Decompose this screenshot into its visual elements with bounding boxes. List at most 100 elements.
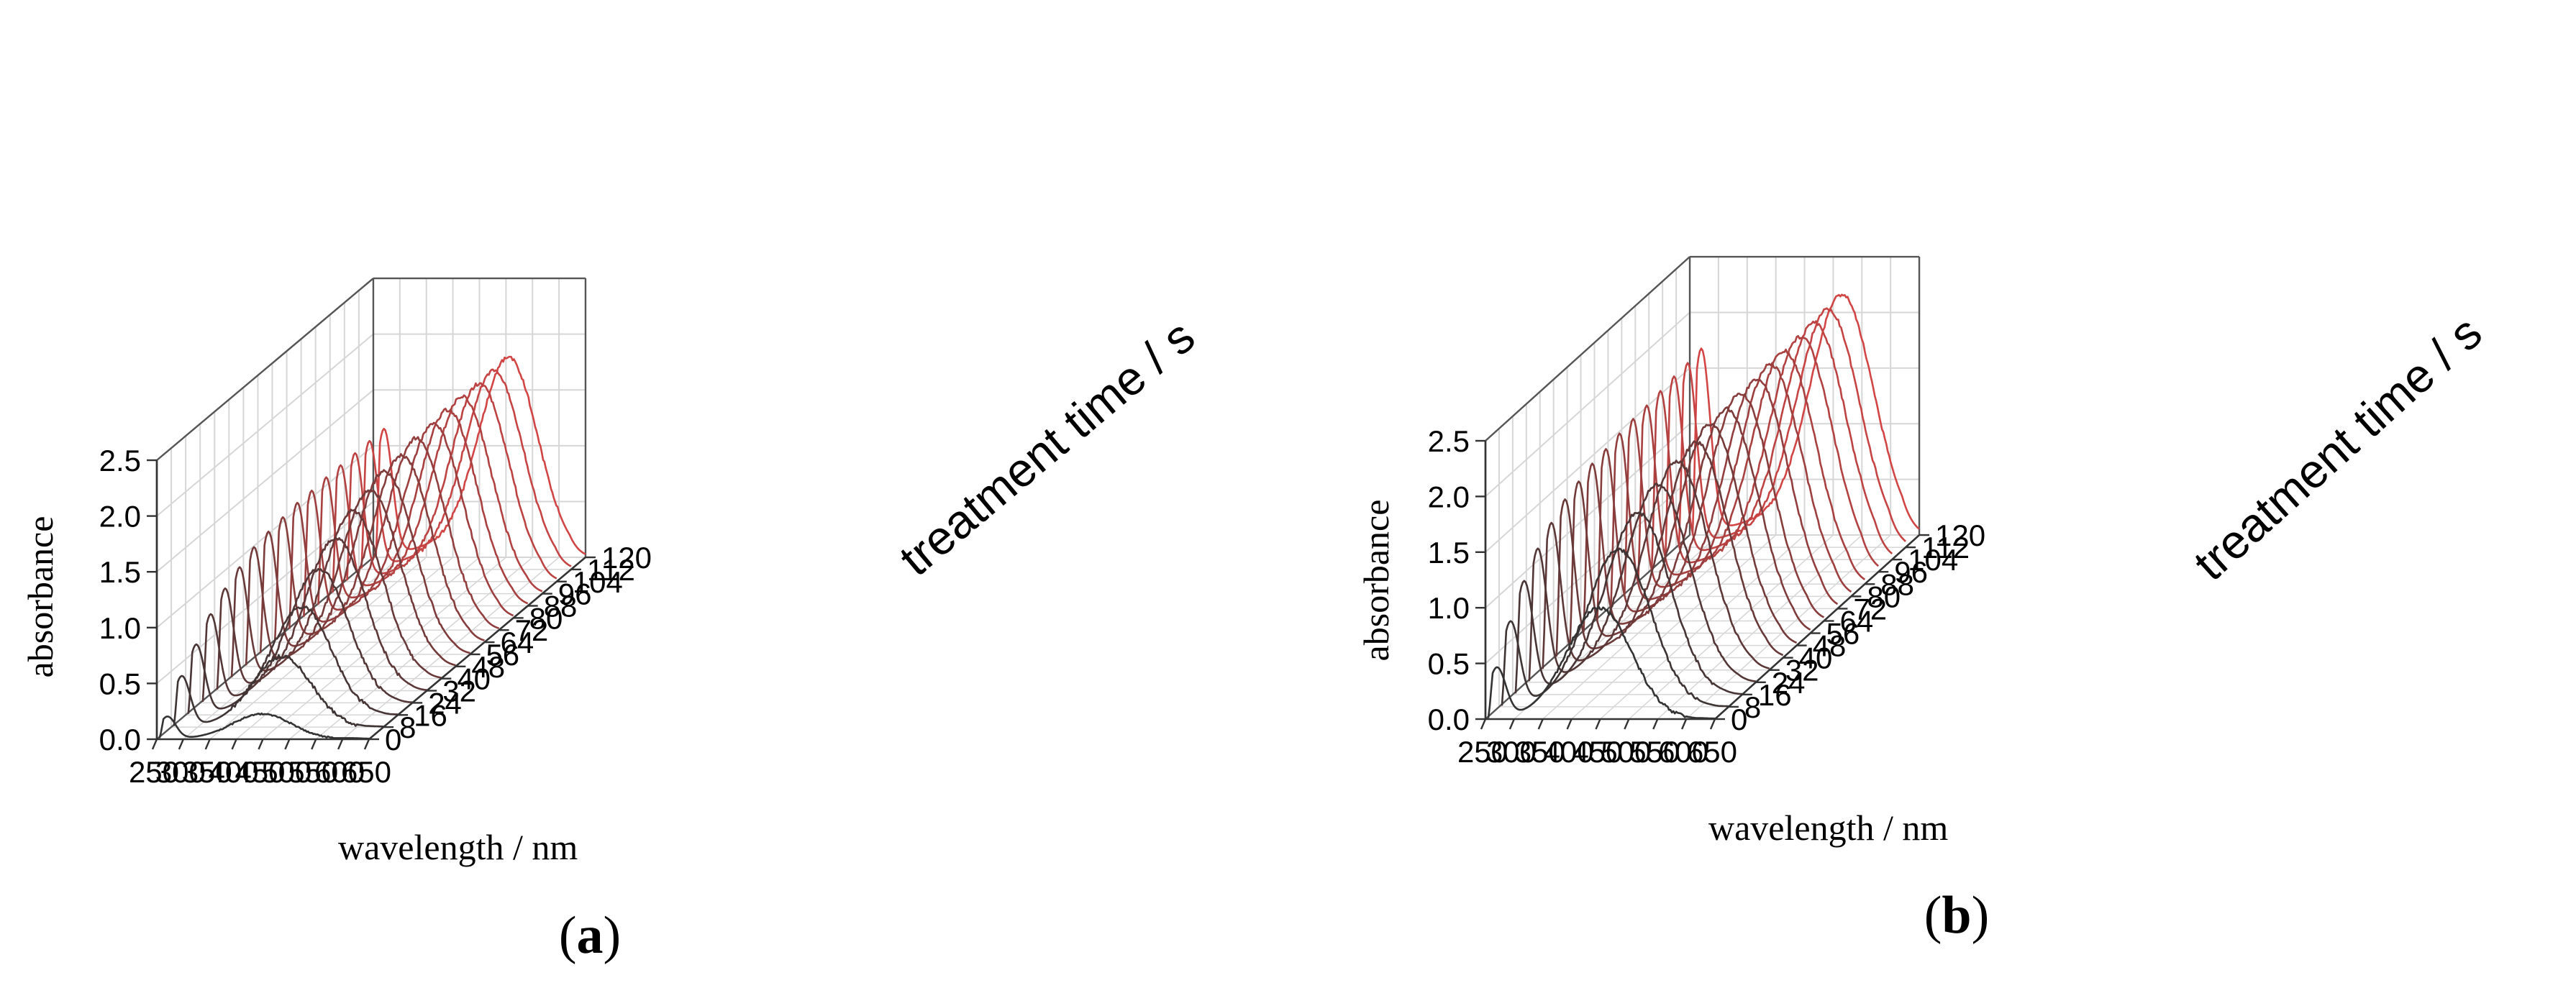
z-tick-label: 88 (544, 589, 578, 623)
spectrum-line (1596, 393, 1825, 620)
spectrum-line (1501, 547, 1729, 708)
x-tick-label: 550 (288, 755, 338, 789)
x-tick-label: 300 (1486, 735, 1537, 769)
y-axis-title: absorbance (20, 516, 60, 678)
z-tick-label: 8 (399, 710, 416, 744)
floor-gridline (288, 557, 506, 740)
y-tick-label: 2.0 (99, 500, 141, 534)
x-tick-label: 600 (314, 755, 365, 789)
x-tick-label: 500 (261, 755, 311, 789)
floor-gridline (236, 557, 454, 740)
spectrum-line (360, 368, 572, 569)
y-tick-label: 0.5 (99, 667, 141, 700)
z-tick-label: 56 (486, 638, 519, 672)
z-tick-label: 112 (587, 553, 635, 587)
spectrum-line (173, 654, 384, 728)
x-tick-mark (1709, 718, 1716, 730)
spectrum-line (1487, 605, 1715, 720)
z-tick-label: 112 (1921, 531, 1970, 564)
x-tick-mark (231, 739, 237, 750)
z-tick-label: 80 (1867, 580, 1901, 613)
z-tick-label: 8 (1744, 690, 1761, 724)
y-tick-label: 1.0 (1428, 591, 1470, 625)
z-tick-label: 32 (442, 675, 476, 708)
x-tick-mark (1624, 718, 1630, 730)
z-tick-label: 120 (1935, 518, 1985, 552)
spectrum-line (187, 605, 399, 715)
y-tick-label: 2.5 (99, 444, 141, 477)
x-tick-label: 400 (209, 755, 259, 789)
z-tick-label: 80 (529, 601, 563, 635)
floor-gridline (1571, 534, 1777, 720)
z-tick-label: 96 (1894, 555, 1928, 589)
side-wall-gridline (1485, 478, 1690, 664)
floor-gridline (1599, 534, 1806, 720)
y-tick-label: 1.0 (99, 611, 141, 645)
spectrum-line (1637, 348, 1866, 583)
spectrum-line (317, 407, 529, 605)
spectrum-line (1624, 362, 1852, 595)
y-tick-label: 1.5 (1428, 536, 1470, 570)
floor-gridline (209, 557, 427, 740)
floor-gridline (1628, 534, 1834, 720)
side-wall-gridline (156, 333, 374, 517)
x-tick-mark (1681, 718, 1688, 730)
frame-edge (1485, 256, 1690, 442)
x-tick-label: 650 (341, 755, 391, 789)
spectrum-line (375, 355, 586, 557)
z-tick-label: 48 (1813, 629, 1847, 663)
z-tick-label: 104 (1908, 543, 1958, 577)
x-tick-label: 600 (1658, 735, 1708, 769)
spectrum-line (1542, 459, 1770, 669)
x-tick-mark (337, 739, 344, 750)
x-tick-mark (258, 739, 264, 750)
side-wall-gridline (1485, 367, 1690, 553)
z-tick-label: 120 (601, 541, 652, 575)
x-tick-label: 650 (1687, 735, 1737, 769)
x-tick-mark (1480, 718, 1487, 730)
x-tick-label: 450 (1572, 735, 1622, 769)
z-tick-label: 88 (1880, 567, 1914, 601)
y-tick-label: 0.0 (99, 723, 141, 756)
x-axis-title: wavelength / nm (338, 827, 578, 867)
z-tick-label: 0 (1731, 703, 1747, 736)
y-tick-label: 1.5 (99, 555, 141, 589)
y-tick-label: 2.0 (1428, 480, 1470, 513)
z-tick-label: 72 (1853, 592, 1887, 626)
x-tick-label: 400 (1544, 735, 1594, 769)
panel-label: (a) (559, 906, 621, 965)
z-tick-label: 16 (1758, 678, 1792, 712)
x-axis-title: wavelength / nm (1708, 808, 1948, 848)
spectrum-line (158, 712, 369, 740)
z-tick-label: 96 (558, 577, 592, 611)
z-tick-label: 40 (1799, 641, 1833, 675)
floor-gridline (263, 557, 480, 740)
spectrum-line (1583, 406, 1811, 633)
z-tick-label: 56 (1826, 617, 1860, 651)
x-tick-mark (1652, 718, 1659, 730)
z-tick-label: 0 (385, 723, 401, 756)
frame-edge (156, 557, 374, 740)
x-tick-mark (1595, 718, 1601, 730)
z-tick-label: 104 (573, 565, 623, 599)
z-tick-label: 40 (457, 662, 491, 696)
x-tick-label: 450 (235, 755, 285, 789)
y-tick-label: 2.5 (1428, 424, 1470, 458)
x-tick-label: 250 (129, 755, 179, 789)
x-tick-label: 300 (155, 755, 206, 789)
z-tick-label: 32 (1785, 654, 1819, 687)
spectrum-line (1610, 378, 1839, 608)
x-tick-mark (311, 739, 317, 750)
x-tick-mark (1566, 718, 1573, 730)
frame-edge (156, 278, 374, 461)
z-tick-label: 64 (501, 626, 534, 659)
y-axis-title: absorbance (1356, 500, 1396, 662)
x-tick-mark (151, 739, 158, 750)
floor-gridline (1542, 534, 1748, 720)
z-tick-label: 24 (428, 686, 462, 720)
spectrum-line (332, 394, 543, 593)
y-tick-label: 0.0 (1428, 703, 1470, 736)
spectrum-line (201, 567, 413, 703)
z-tick-label: 64 (1839, 604, 1873, 638)
